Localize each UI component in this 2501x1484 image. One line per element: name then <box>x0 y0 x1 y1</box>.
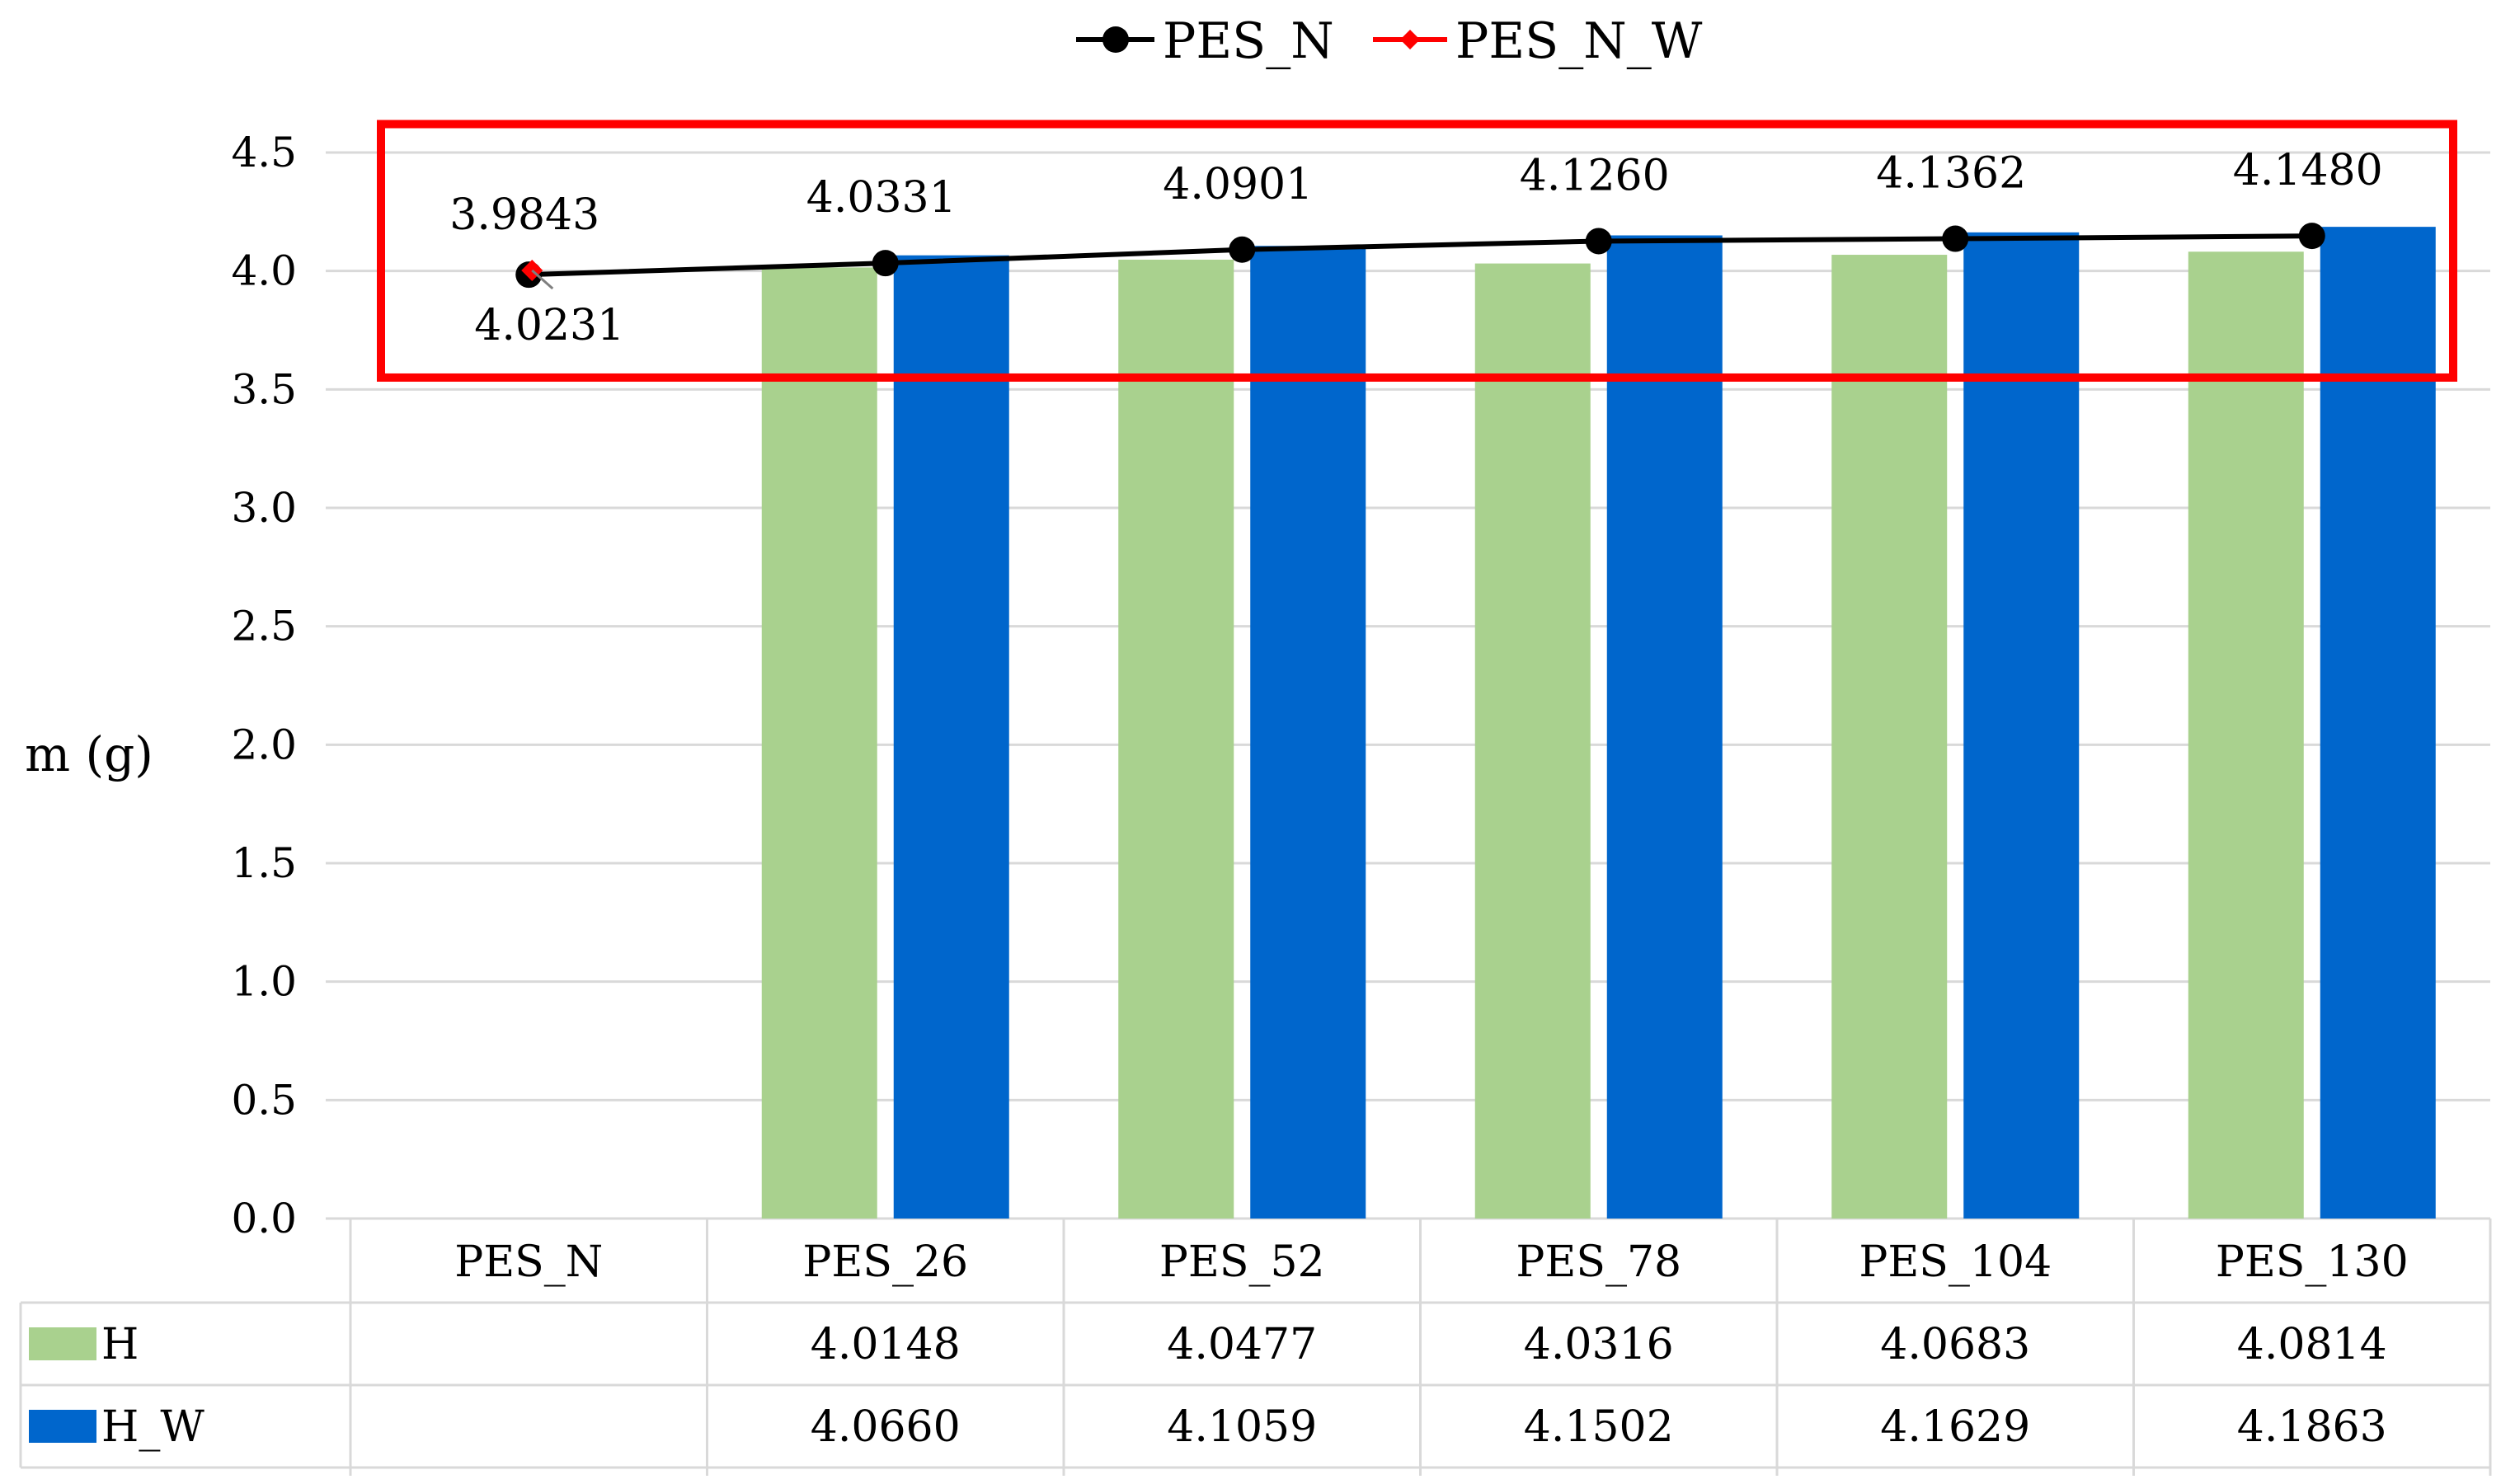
table-cell: 4.1629 <box>1880 1402 2030 1452</box>
table-legend-key <box>29 1410 96 1443</box>
y-tick-label: 4.5 <box>231 129 297 176</box>
legend-label-pes-n: PES_N <box>1163 12 1334 70</box>
y-tick-label: 4.0 <box>231 247 297 295</box>
line-layer <box>515 223 2325 290</box>
bar-h-w-pes-78 <box>1606 235 1723 1219</box>
bar-h-pes-104 <box>1831 255 1948 1219</box>
x-tick-label: PES_78 <box>1516 1237 1681 1287</box>
y-tick-label: 2.0 <box>231 721 297 768</box>
table-cell: 4.0148 <box>811 1320 961 1369</box>
y-axis-label: m (g) <box>25 726 153 782</box>
axis-layer: 0.0 0.5 1.0 1.5 2.0 2.5 3.0 3.5 4.0 4.5 PES_N PES_2… <box>231 129 2492 1476</box>
bars-layer <box>761 227 2436 1219</box>
point-pes-n-pes-52 <box>1229 236 1256 263</box>
legend-marker-pes-n <box>1102 26 1129 53</box>
data-label-pes-n: 4.1480 <box>2233 146 2383 195</box>
y-tick-label: 1.0 <box>231 958 297 1006</box>
point-pes-n-pes-26 <box>872 250 899 277</box>
x-tick-label: PES_130 <box>2216 1237 2409 1287</box>
x-tick-label: PES_26 <box>802 1237 968 1287</box>
table-cell: 4.1059 <box>1167 1402 1317 1452</box>
labels-layer: 3.9843 4.0331 4.0901 4.1260 4.1362 4.1480 4.02… <box>377 120 2457 382</box>
data-table: H 4.0148 4.0477 4.0316 4.0683 4.0814 H_W 4.0660… <box>19 1301 2490 1469</box>
bar-h-w-pes-130 <box>2320 227 2436 1219</box>
table-cell: 4.0316 <box>1524 1320 1674 1369</box>
x-tick-label: PES_N <box>454 1237 603 1287</box>
table-cell: 4.0477 <box>1167 1320 1317 1369</box>
table-legend-key <box>29 1327 96 1360</box>
data-label-pes-n: 4.1260 <box>1520 151 1670 200</box>
table-row-label: H_W <box>101 1402 204 1452</box>
highlight-box <box>377 120 2457 382</box>
legend-label-pes-n-w: PES_N_W <box>1455 12 1703 70</box>
legend: PES_N PES_N_W <box>1076 12 1703 70</box>
data-label-pes-n: 4.0331 <box>806 173 957 223</box>
bar-h-pes-130 <box>2188 251 2304 1219</box>
table-cell: 4.1863 <box>2237 1402 2387 1452</box>
table-cell: 4.0814 <box>2237 1320 2387 1369</box>
y-tick-label: 0.0 <box>231 1195 297 1242</box>
table-cell: 4.0660 <box>811 1402 961 1452</box>
bar-h-w-pes-26 <box>893 255 1009 1219</box>
y-tick-label: 3.5 <box>231 365 297 413</box>
y-tick-label: 2.5 <box>231 603 297 650</box>
legend-marker-pes-n-w <box>1400 30 1420 49</box>
bar-h-pes-52 <box>1118 259 1234 1219</box>
data-label-pes-n: 4.1362 <box>1876 149 2026 199</box>
bar-h-pes-26 <box>761 267 877 1219</box>
point-pes-n-pes-104 <box>1942 225 1969 252</box>
table-cell: 4.0683 <box>1880 1320 2030 1369</box>
data-label-pes-n: 4.0901 <box>1163 160 1313 209</box>
bar-h-w-pes-52 <box>1250 246 1366 1219</box>
line-pes-n <box>529 233 2312 278</box>
point-pes-n-pes-130 <box>2298 223 2325 250</box>
y-tick-label: 1.5 <box>231 839 297 887</box>
table-cell: 4.1502 <box>1524 1402 1674 1452</box>
x-tick-label: PES_104 <box>1859 1237 2052 1287</box>
data-label-pes-n-w: 4.0231 <box>474 301 624 350</box>
point-pes-n-pes-78 <box>1585 228 1612 255</box>
bar-h-w-pes-104 <box>1963 232 2080 1219</box>
table-row-label: H <box>101 1320 139 1369</box>
data-label-pes-n: 3.9843 <box>449 190 599 240</box>
x-tick-label: PES_52 <box>1159 1237 1325 1287</box>
bar-h-pes-78 <box>1474 263 1591 1219</box>
y-tick-label: 0.5 <box>231 1076 297 1124</box>
grid-layer <box>326 151 2490 1220</box>
y-tick-label: 3.0 <box>231 484 297 532</box>
leader-line <box>531 269 554 290</box>
